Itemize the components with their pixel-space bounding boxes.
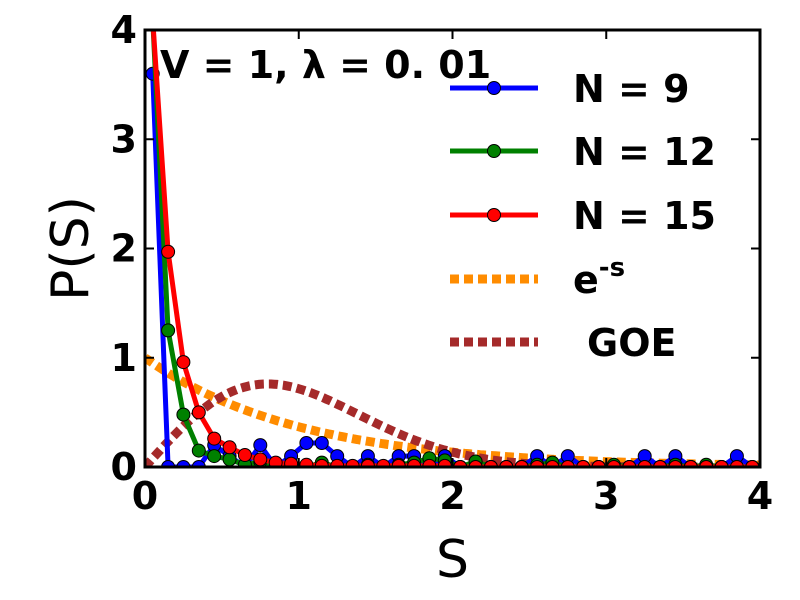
data-point	[222, 440, 237, 455]
legend-label: N = 9	[573, 67, 690, 111]
data-point	[253, 438, 268, 453]
data-point	[207, 431, 222, 446]
data-point	[299, 457, 314, 467]
series-line-4	[145, 379, 760, 467]
x-tick-label: 3	[593, 474, 619, 518]
data-point	[299, 436, 314, 450]
legend-label: GOE	[587, 321, 676, 365]
data-point	[606, 460, 621, 467]
legend-marker	[487, 208, 501, 222]
data-point	[699, 460, 714, 467]
chart-annotation: V = 1, λ = 0. 01	[160, 43, 491, 87]
data-point	[453, 460, 468, 467]
data-point	[161, 460, 176, 467]
data-point	[146, 13, 159, 26]
data-point	[560, 460, 575, 467]
data-point	[622, 460, 637, 467]
data-point	[176, 355, 191, 370]
y-tick-label: 2	[111, 227, 137, 271]
data-point	[161, 244, 176, 259]
legend-marker	[487, 144, 501, 158]
y-tick-label: 0	[111, 445, 137, 489]
data-point	[545, 460, 560, 467]
data-point	[637, 460, 652, 467]
x-tick-label: 1	[286, 474, 312, 518]
legend-label: e-s	[573, 253, 625, 302]
data-point	[191, 443, 206, 458]
data-point	[683, 460, 698, 467]
data-point	[468, 460, 483, 467]
data-point	[146, 13, 159, 26]
data-point	[268, 455, 283, 467]
x-axis-label: S	[436, 530, 469, 590]
data-point	[237, 448, 252, 462]
data-point	[714, 460, 729, 467]
data-point	[314, 436, 329, 450]
y-axis-label: P(S)	[41, 196, 101, 301]
legend: N = 9 N = 12 N = 15 e-s GOE	[450, 67, 716, 365]
legend-label: N = 12	[573, 130, 716, 174]
data-point	[530, 460, 545, 467]
data-point	[729, 460, 744, 467]
x-tick-label: 4	[747, 474, 773, 518]
data-point	[176, 460, 191, 467]
data-point	[591, 460, 606, 467]
data-point	[284, 456, 299, 467]
data-point	[653, 460, 668, 467]
legend-label-superscript: -s	[599, 253, 625, 283]
data-point	[222, 452, 237, 467]
plot-area	[145, 13, 760, 467]
y-tick-label: 1	[111, 336, 137, 380]
data-point	[514, 460, 529, 467]
data-point	[253, 452, 268, 467]
axis-ticks: 0 1 2 3 4 0 1 2 3 4	[111, 8, 774, 518]
y-tick-label: 3	[111, 117, 137, 161]
data-point	[483, 460, 498, 467]
x-tick-label: 2	[439, 474, 465, 518]
y-tick-label: 4	[111, 8, 137, 52]
legend-label: N = 15	[573, 194, 716, 238]
data-point	[745, 460, 760, 467]
data-point	[161, 323, 176, 338]
data-point	[499, 460, 514, 467]
data-point	[207, 449, 222, 464]
data-point	[668, 460, 683, 467]
data-point	[176, 407, 191, 422]
data-point	[191, 460, 206, 467]
data-point	[576, 460, 591, 467]
legend-marker	[487, 81, 501, 95]
x-tick-label: 0	[132, 474, 158, 518]
data-point	[191, 405, 206, 420]
